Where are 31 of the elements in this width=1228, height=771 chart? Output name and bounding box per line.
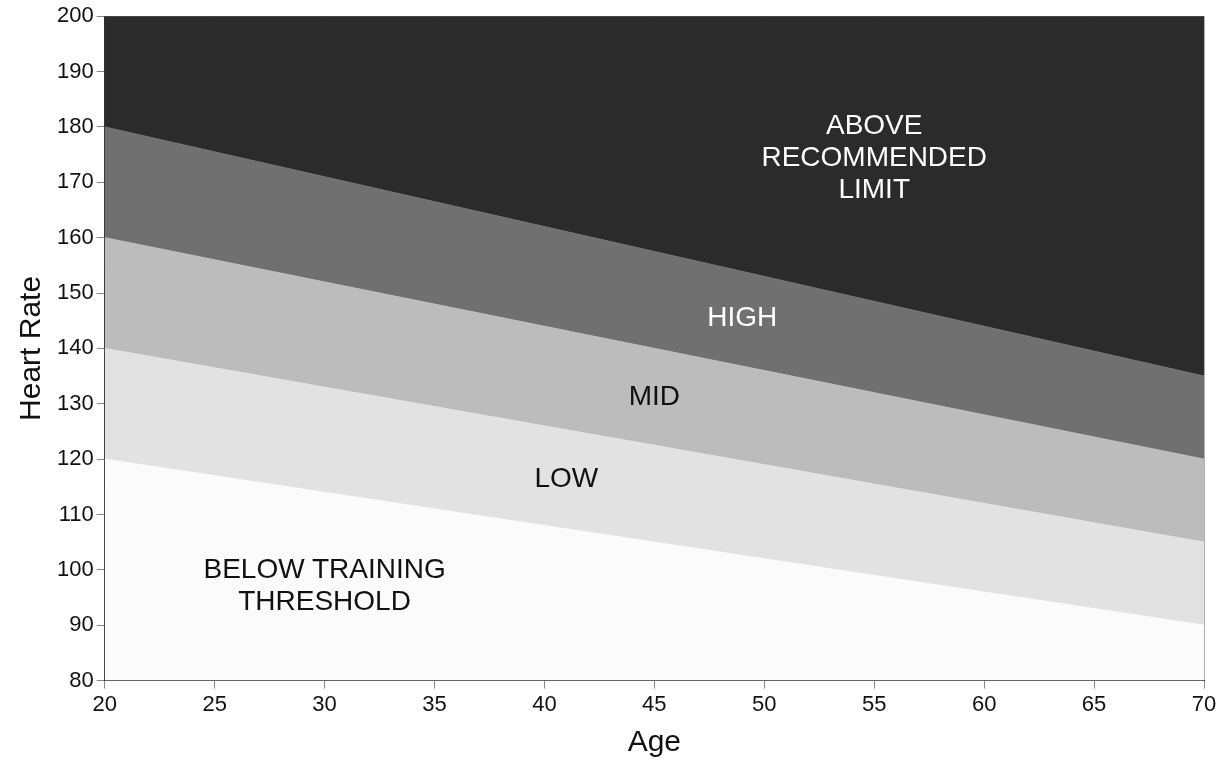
y-tick-label: 180 (56, 113, 94, 138)
y-tick-label: 160 (56, 223, 94, 249)
x-tick-label: 45 (642, 690, 667, 716)
y-tick-label: 90 (69, 611, 94, 637)
y-tick-label: 130 (56, 389, 94, 415)
y-tick-label: 150 (56, 279, 94, 305)
y-tick-label: 200 (56, 2, 94, 28)
y-tick-label: 100 (56, 555, 94, 581)
x-axis-title: Age (627, 724, 682, 758)
x-tick-label: 55 (861, 690, 887, 716)
series-label: MID (628, 379, 681, 411)
y-tick-label: 170 (56, 168, 94, 194)
y-tick-label: 120 (56, 445, 94, 471)
x-tick-label: 70 (1191, 690, 1217, 716)
x-tick-label: 30 (312, 690, 337, 716)
series-label: BELOW TRAINING THRESHOLD (203, 553, 446, 617)
series-label: HIGH (707, 301, 778, 333)
x-tick-label: 35 (422, 690, 447, 716)
x-tick-label: 25 (202, 690, 227, 716)
x-tick-label: 65 (1081, 690, 1107, 716)
x-tick-label: 50 (752, 690, 777, 716)
y-tick-label: 190 (56, 57, 94, 83)
y-tick-label: 80 (69, 666, 94, 692)
x-tick-label: 60 (971, 690, 997, 716)
y-tick-label: 140 (56, 334, 94, 360)
x-tick-label: 20 (92, 690, 117, 716)
series-label: ABOVE RECOMMENDED LIMIT (761, 109, 987, 205)
x-tick-label: 40 (532, 690, 557, 716)
series-label: LOW (534, 462, 599, 494)
y-axis-title: Heart Rate (13, 275, 47, 421)
y-tick-label: 110 (58, 500, 94, 526)
